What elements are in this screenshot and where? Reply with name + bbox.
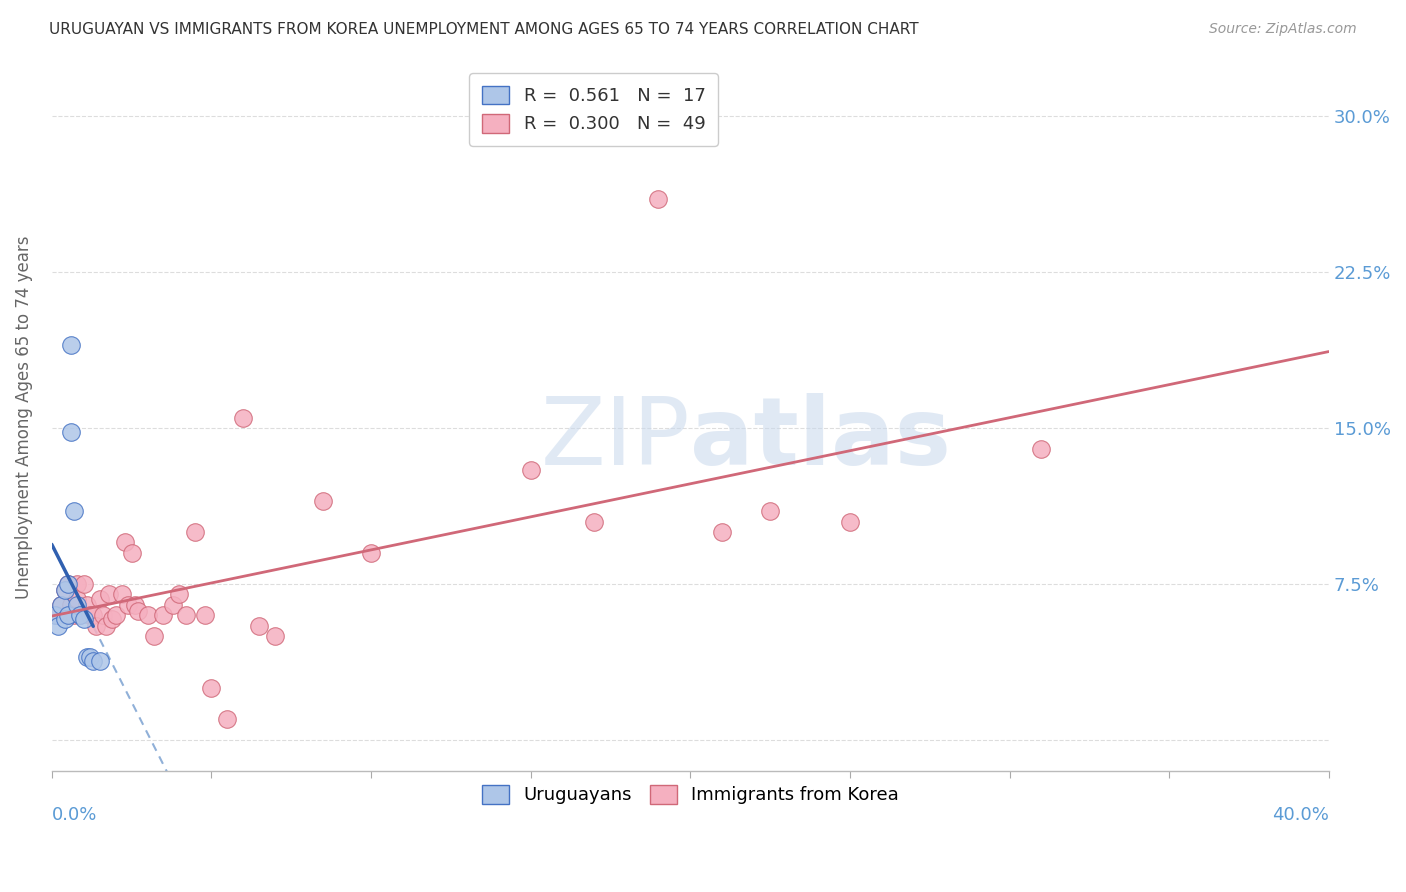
Y-axis label: Unemployment Among Ages 65 to 74 years: Unemployment Among Ages 65 to 74 years [15, 235, 32, 599]
Point [127, 604, 149, 618]
Point [360, 546, 382, 560]
Point [56, 577, 79, 591]
Text: 0.0%: 0.0% [52, 806, 97, 824]
Point [86, 618, 108, 632]
Point [200, 681, 222, 695]
Point [66, 577, 89, 591]
Point [44, 608, 66, 623]
Point [59, 598, 82, 612]
Point [647, 192, 669, 206]
Point [184, 524, 207, 539]
Point [101, 612, 124, 626]
Point [152, 608, 174, 623]
Point [53, 583, 76, 598]
Text: atlas: atlas [690, 392, 952, 485]
Point [89, 654, 111, 668]
Point [59, 425, 82, 439]
Point [519, 462, 541, 476]
Text: ZIP: ZIP [541, 392, 690, 485]
Point [117, 598, 139, 612]
Point [759, 504, 782, 518]
Legend: Uruguayans, Immigrants from Korea: Uruguayans, Immigrants from Korea [474, 778, 905, 812]
Point [169, 587, 191, 601]
Point [59, 338, 82, 352]
Point [76, 598, 98, 612]
Point [46, 618, 69, 632]
Point [91, 608, 114, 623]
Point [142, 629, 165, 643]
Text: 40.0%: 40.0% [1272, 806, 1329, 824]
Point [66, 591, 89, 606]
Point [94, 618, 117, 632]
Point [56, 608, 79, 623]
Point [73, 577, 96, 591]
Point [56, 577, 79, 591]
Point [53, 583, 76, 598]
Point [136, 608, 159, 623]
Point [583, 515, 606, 529]
Point [46, 608, 69, 623]
Point [53, 612, 76, 626]
Text: Source: ZipAtlas.com: Source: ZipAtlas.com [1209, 22, 1357, 37]
Point [51, 598, 73, 612]
Point [232, 410, 254, 425]
Point [82, 654, 104, 668]
Point [1031, 442, 1053, 456]
Point [174, 608, 197, 623]
Point [217, 712, 239, 726]
Point [63, 504, 86, 518]
Point [98, 587, 121, 601]
Point [73, 612, 96, 626]
Text: URUGUAYAN VS IMMIGRANTS FROM KOREA UNEMPLOYMENT AMONG AGES 65 TO 74 YEARS CORREL: URUGUAYAN VS IMMIGRANTS FROM KOREA UNEMP… [49, 22, 920, 37]
Point [63, 608, 86, 623]
Point [121, 546, 143, 560]
Point [79, 649, 101, 664]
Point [162, 598, 184, 612]
Point [194, 608, 217, 623]
Point [69, 608, 91, 623]
Point [82, 608, 104, 623]
Point [66, 598, 89, 612]
Point [76, 649, 98, 664]
Point [56, 608, 79, 623]
Point [89, 591, 111, 606]
Point [838, 515, 860, 529]
Point [264, 629, 287, 643]
Point [79, 608, 101, 623]
Point [312, 493, 335, 508]
Point [69, 608, 91, 623]
Point [114, 535, 136, 549]
Point [711, 524, 734, 539]
Point [111, 587, 134, 601]
Point [247, 618, 270, 632]
Point [124, 598, 146, 612]
Point [104, 608, 127, 623]
Point [51, 598, 73, 612]
